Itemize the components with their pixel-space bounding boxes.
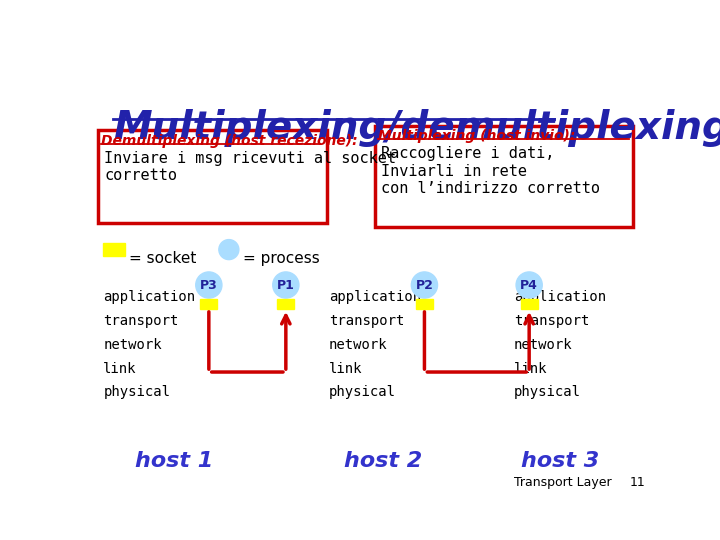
Bar — [416, 299, 433, 309]
Text: host 2: host 2 — [343, 451, 422, 471]
Text: 11: 11 — [629, 476, 645, 489]
Text: P1: P1 — [277, 279, 294, 292]
Text: transport: transport — [329, 314, 405, 327]
Text: host 3: host 3 — [521, 451, 599, 471]
Text: = process: = process — [243, 251, 320, 266]
Text: application: application — [514, 289, 606, 303]
Text: Multiplexing/demultiplexing: Multiplexing/demultiplexing — [113, 110, 720, 147]
Text: P3: P3 — [200, 279, 217, 292]
Text: P2: P2 — [415, 279, 433, 292]
Bar — [375, 126, 633, 226]
Text: Transport Layer: Transport Layer — [514, 476, 611, 489]
Text: link: link — [514, 362, 547, 376]
Bar — [277, 299, 294, 309]
Bar — [200, 299, 217, 309]
Text: network: network — [514, 338, 572, 352]
Text: Demultiplexing (host recezione):: Demultiplexing (host recezione): — [101, 134, 358, 148]
Text: Inviare i msg ricevuti al socket
corretto: Inviare i msg ricevuti al socket corrett… — [104, 151, 396, 184]
Text: link: link — [329, 362, 362, 376]
Bar — [104, 244, 125, 256]
Circle shape — [411, 272, 438, 298]
Text: transport: transport — [514, 314, 589, 327]
Circle shape — [273, 272, 299, 298]
Text: application: application — [104, 289, 195, 303]
Circle shape — [219, 240, 239, 260]
Circle shape — [196, 272, 222, 298]
Text: host 1: host 1 — [135, 451, 213, 471]
Text: Raccogliere i dati,
Inviarli in rete
con l’indirizzo corretto: Raccogliere i dati, Inviarli in rete con… — [382, 146, 600, 196]
Text: physical: physical — [329, 385, 396, 399]
Text: physical: physical — [514, 385, 581, 399]
Text: network: network — [104, 338, 162, 352]
Text: physical: physical — [104, 385, 171, 399]
Text: P4: P4 — [521, 279, 538, 292]
Bar — [98, 130, 327, 222]
Text: application: application — [329, 289, 421, 303]
Text: network: network — [329, 338, 387, 352]
Text: link: link — [104, 362, 137, 376]
Text: Multiplexing (host invio):: Multiplexing (host invio): — [378, 130, 575, 144]
Text: = socket: = socket — [129, 251, 196, 266]
Circle shape — [516, 272, 542, 298]
Text: transport: transport — [104, 314, 179, 327]
Bar — [521, 299, 538, 309]
